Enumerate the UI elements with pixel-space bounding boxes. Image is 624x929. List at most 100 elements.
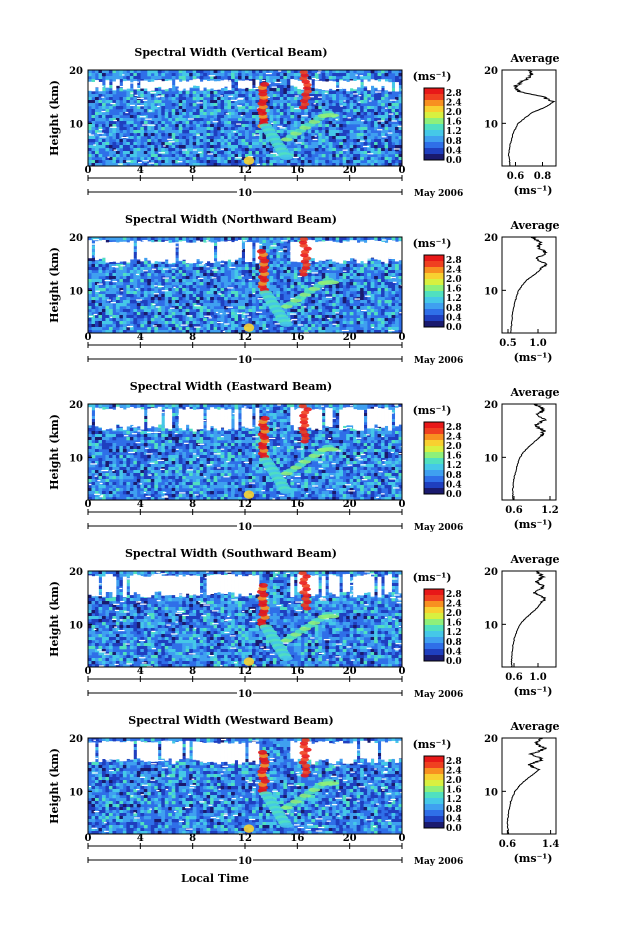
missing-data xyxy=(204,315,212,317)
heatmap-cell xyxy=(196,404,200,408)
heatmap-cell xyxy=(265,76,270,80)
heatmap-cell xyxy=(251,103,256,107)
heatmap-cell xyxy=(265,109,270,113)
heatmap-cell xyxy=(227,157,232,161)
heatmap-cell xyxy=(147,79,152,83)
heatmap-cell xyxy=(248,106,253,110)
heatmap-cell xyxy=(220,300,225,304)
heatmap-cell xyxy=(143,261,148,265)
heatmap-cell xyxy=(217,145,221,149)
heatmap-cell xyxy=(255,291,260,295)
missing-data xyxy=(112,241,117,262)
heatmap-cell xyxy=(185,330,190,333)
heatmap-cell xyxy=(370,261,375,265)
heatmap-cell xyxy=(311,282,316,286)
heatmap-cell xyxy=(98,312,103,316)
heatmap-cell xyxy=(185,91,190,95)
heatmap-cell xyxy=(227,145,232,149)
missing-data xyxy=(154,80,159,88)
heatmap-cell xyxy=(269,315,274,319)
heatmap-cell xyxy=(108,303,113,307)
heatmap-cell xyxy=(143,300,148,304)
missing-data xyxy=(197,277,204,280)
heatmap-cell xyxy=(171,121,176,125)
missing-data xyxy=(101,96,105,98)
heatmap-cell xyxy=(297,136,302,140)
heatmap-cell xyxy=(112,270,117,274)
heatmap-cell xyxy=(203,112,207,116)
convection-plume xyxy=(302,86,312,91)
heatmap-cell xyxy=(353,91,357,95)
heatmap-cell xyxy=(108,330,113,333)
heatmap-cell xyxy=(136,94,141,98)
missing-data xyxy=(194,305,201,307)
heatmap-cell xyxy=(175,136,180,140)
heatmap-cell xyxy=(112,264,117,268)
heatmap-cell xyxy=(251,294,256,298)
heatmap-cell xyxy=(168,309,173,313)
heatmap-cell xyxy=(154,270,159,274)
heatmap-cell xyxy=(213,127,218,131)
heatmap-cell xyxy=(234,115,239,119)
heatmap-cell xyxy=(398,163,402,166)
heatmap-cell xyxy=(231,85,235,89)
heatmap-cell xyxy=(227,115,232,119)
heatmap-cell xyxy=(140,154,145,158)
heatmap-cell xyxy=(182,407,186,411)
day-label: 10 xyxy=(238,188,252,199)
heatmap-cell xyxy=(251,285,256,289)
convection-plume xyxy=(299,272,308,277)
heatmap-cell xyxy=(328,106,333,110)
heatmap-cell xyxy=(164,142,169,146)
heatmap-cell xyxy=(171,103,176,107)
heatmap-cell xyxy=(94,288,99,292)
missing-data xyxy=(300,81,305,90)
heatmap-cell xyxy=(161,318,166,322)
heatmap-cell xyxy=(199,294,204,298)
profile-x-tick-label: 0.8 xyxy=(534,171,551,182)
colorbar-unit: (ms⁻¹) xyxy=(413,237,452,250)
heatmap-cell xyxy=(101,294,106,298)
heatmap-cell xyxy=(304,282,309,286)
heatmap-cell xyxy=(210,88,214,92)
heatmap-cell xyxy=(262,139,267,143)
missing-data xyxy=(395,241,399,262)
heatmap-cell xyxy=(241,327,246,331)
heatmap-cell xyxy=(360,76,364,80)
heatmap-cell xyxy=(265,160,270,164)
missing-data xyxy=(270,245,277,247)
missing-data xyxy=(217,81,221,90)
heatmap-cell xyxy=(255,157,260,161)
heatmap-cell xyxy=(119,124,124,128)
heatmap-cell xyxy=(213,91,218,95)
heatmap-cell xyxy=(360,82,364,86)
colorbar-segment xyxy=(424,130,444,137)
heatmap-cell xyxy=(377,285,382,289)
heatmap-cell xyxy=(122,273,127,277)
heatmap-cell xyxy=(245,103,249,107)
heatmap-cell xyxy=(304,324,309,328)
heatmap-cell xyxy=(255,148,260,152)
heatmap-cell xyxy=(304,145,309,149)
heatmap-cell xyxy=(94,130,99,134)
heatmap-cell xyxy=(213,154,218,158)
heatmap-cell xyxy=(231,261,235,265)
heatmap-cell xyxy=(231,404,235,408)
heatmap-cell xyxy=(328,303,333,307)
heatmap-cell xyxy=(349,100,354,104)
heatmap-cell xyxy=(94,160,99,164)
heatmap-cell xyxy=(314,330,319,333)
heatmap-cell xyxy=(150,127,155,131)
heatmap-cell xyxy=(196,309,200,313)
heatmap-cell xyxy=(339,306,343,310)
heatmap-cell xyxy=(175,142,180,146)
heatmap-cell xyxy=(342,76,347,80)
heatmap-cell xyxy=(178,151,183,155)
heatmap-cell xyxy=(136,91,141,95)
missing-data xyxy=(382,239,387,241)
heatmap-cell xyxy=(231,300,235,304)
heatmap-cell xyxy=(101,115,106,119)
heatmap-cell xyxy=(262,142,267,146)
heatmap-cell xyxy=(126,321,131,325)
heatmap-cell xyxy=(391,124,396,128)
